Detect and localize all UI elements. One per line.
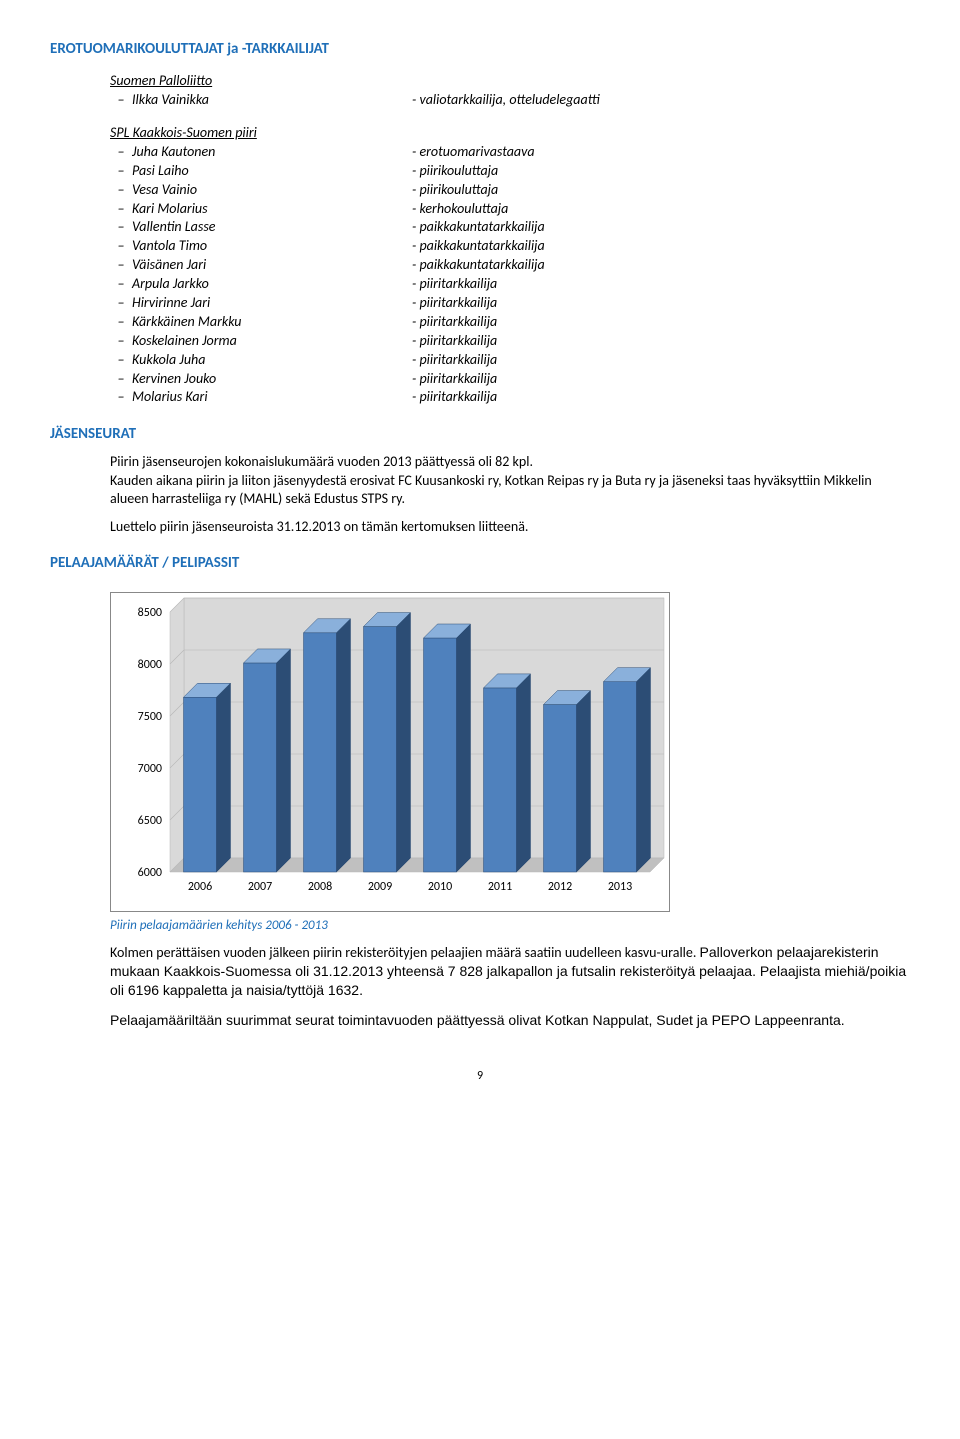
svg-text:2012: 2012 — [548, 880, 572, 894]
svg-text:2013: 2013 — [608, 880, 632, 894]
person-name: Arpula Jarkko — [132, 275, 412, 294]
dash: – — [110, 162, 132, 181]
person-role: - valiotarkkailija, otteludelegaatti — [412, 91, 910, 110]
dash: – — [110, 256, 132, 275]
person-role: - paikkakuntatarkkailija — [412, 256, 910, 275]
person-name: Koskelainen Jorma — [132, 332, 412, 351]
person-row: –Koskelainen Jorma- piiritarkkailija — [110, 332, 910, 351]
person-row: –Juha Kautonen- erotuomarivastaava — [110, 143, 910, 162]
svg-text:6000: 6000 — [138, 866, 162, 880]
dash: – — [110, 143, 132, 162]
dash: – — [110, 332, 132, 351]
person-name: Väisänen Jari — [132, 256, 412, 275]
person-name: Kukkola Juha — [132, 351, 412, 370]
person-row: –Vesa Vainio- piirikouluttaja — [110, 181, 910, 200]
p4a: Kolmen perättäisen vuoden jälkeen piirin… — [110, 944, 700, 961]
person-name: Ilkka Vainikka — [132, 91, 412, 110]
person-row: –Kervinen Jouko- piiritarkkailija — [110, 370, 910, 389]
dash: – — [110, 313, 132, 332]
person-role: - piiritarkkailija — [412, 332, 910, 351]
dash: – — [110, 237, 132, 256]
person-row: –Ilkka Vainikka- valiotarkkailija, ottel… — [110, 91, 910, 110]
person-name: Molarius Kari — [132, 388, 412, 407]
person-name: Vesa Vainio — [132, 181, 412, 200]
dash: – — [110, 91, 132, 110]
svg-text:2009: 2009 — [368, 880, 392, 894]
p4: Kolmen perättäisen vuoden jälkeen piirin… — [110, 943, 910, 1001]
person-role: - kerhokouluttaja — [412, 200, 910, 219]
person-role: - piiritarkkailija — [412, 294, 910, 313]
person-role: - erotuomarivastaava — [412, 143, 910, 162]
person-row: –Kari Molarius- kerhokouluttaja — [110, 200, 910, 219]
person-row: –Kärkkäinen Markku- piiritarkkailija — [110, 313, 910, 332]
svg-text:2006: 2006 — [188, 880, 212, 894]
person-role: - piirikouluttaja — [412, 181, 910, 200]
person-name: Kärkkäinen Markku — [132, 313, 412, 332]
p2: Kauden aikana piirin ja liiton jäsenyyde… — [110, 472, 872, 507]
chart-caption: Piirin pelaajamäärien kehitys 2006 - 201… — [110, 918, 670, 933]
p3: Luettelo piirin jäsenseuroista 31.12.201… — [110, 518, 910, 536]
svg-text:2010: 2010 — [428, 880, 452, 894]
bar-chart: 6000 6500 7000 7500 8000 8500 2006 2007 2008 2009… — [110, 592, 670, 933]
person-role: - piiritarkkailija — [412, 313, 910, 332]
dash: – — [110, 370, 132, 389]
dash: – — [110, 275, 132, 294]
person-role: - piiritarkkailija — [412, 370, 910, 389]
p5: Pelaajamääriltään suurimmat seurat toimi… — [110, 1011, 910, 1029]
person-role: - paikkakuntatarkkailija — [412, 237, 910, 256]
person-name: Juha Kautonen — [132, 143, 412, 162]
dash: – — [110, 351, 132, 370]
section3-title: PELAAJAMÄÄRÄT / PELIPASSIT — [50, 554, 910, 572]
section2-title: JÄSENSEURAT — [50, 425, 910, 443]
person-row: –Arpula Jarkko- piiritarkkailija — [110, 275, 910, 294]
group1-head: Suomen Palloliitto — [110, 72, 910, 89]
page-number: 9 — [50, 1069, 910, 1083]
person-name: Kari Molarius — [132, 200, 412, 219]
group2-list: –Juha Kautonen- erotuomarivastaava–Pasi … — [110, 143, 910, 407]
paragraph: Piirin jäsenseurojen kokonaislukumäärä v… — [110, 453, 910, 508]
svg-text:6500: 6500 — [138, 814, 162, 828]
dash: – — [110, 181, 132, 200]
person-row: –Kukkola Juha- piiritarkkailija — [110, 351, 910, 370]
person-role: - piirikouluttaja — [412, 162, 910, 181]
group2-head: SPL Kaakkois-Suomen piiri — [110, 124, 910, 141]
svg-text:8500: 8500 — [138, 606, 162, 620]
dash: – — [110, 388, 132, 407]
person-role: - paikkakuntatarkkailija — [412, 218, 910, 237]
person-row: –Hirvirinne Jari- piiritarkkailija — [110, 294, 910, 313]
dash: – — [110, 294, 132, 313]
svg-text:2011: 2011 — [488, 880, 512, 894]
p1: Piirin jäsenseurojen kokonaislukumäärä v… — [110, 453, 533, 470]
person-name: Vantola Timo — [132, 237, 412, 256]
svg-text:2008: 2008 — [308, 880, 332, 894]
person-role: - piiritarkkailija — [412, 351, 910, 370]
person-row: –Vallentin Lasse- paikkakuntatarkkailija — [110, 218, 910, 237]
person-row: –Molarius Kari- piiritarkkailija — [110, 388, 910, 407]
person-role: - piiritarkkailija — [412, 388, 910, 407]
svg-text:7500: 7500 — [138, 710, 162, 724]
dash: – — [110, 218, 132, 237]
person-row: –Pasi Laiho- piirikouluttaja — [110, 162, 910, 181]
person-role: - piiritarkkailija — [412, 275, 910, 294]
svg-text:7000: 7000 — [138, 762, 162, 776]
person-name: Pasi Laiho — [132, 162, 412, 181]
person-name: Vallentin Lasse — [132, 218, 412, 237]
person-row: –Vantola Timo- paikkakuntatarkkailija — [110, 237, 910, 256]
group1-list: –Ilkka Vainikka- valiotarkkailija, ottel… — [110, 91, 910, 110]
person-row: –Väisänen Jari- paikkakuntatarkkailija — [110, 256, 910, 275]
person-name: Kervinen Jouko — [132, 370, 412, 389]
dash: – — [110, 200, 132, 219]
svg-text:2007: 2007 — [248, 880, 272, 894]
section1-title: EROTUOMARIKOULUTTAJAT ja -TARKKAILIJAT — [50, 40, 910, 58]
svg-text:8000: 8000 — [138, 658, 162, 672]
person-name: Hirvirinne Jari — [132, 294, 412, 313]
